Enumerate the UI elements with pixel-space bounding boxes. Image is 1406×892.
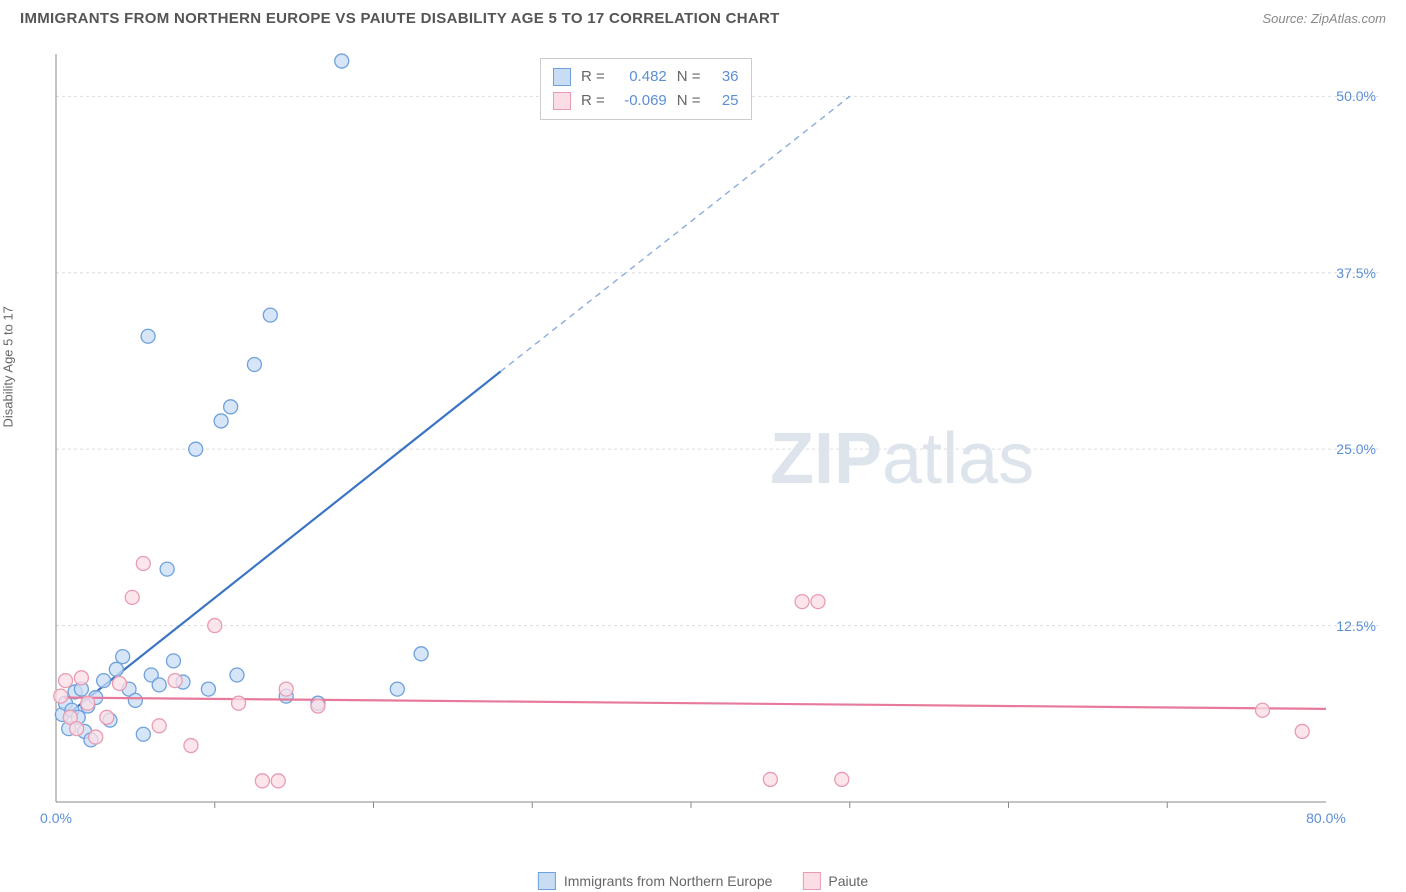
y-tick-label: 37.5% <box>1336 265 1376 281</box>
legend-swatch <box>538 872 556 890</box>
legend-label: Immigrants from Northern Europe <box>564 873 773 889</box>
r-label: R = <box>581 65 605 89</box>
legend-swatch <box>553 92 571 110</box>
stats-legend-row: R = 0.482 N = 36 <box>553 65 739 89</box>
bottom-legend: Immigrants from Northern Europe Paiute <box>538 872 868 890</box>
y-tick-label: 50.0% <box>1336 88 1376 104</box>
legend-swatch <box>802 872 820 890</box>
r-value: 0.482 <box>615 65 667 89</box>
n-value: 25 <box>711 89 739 113</box>
y-tick-label: 12.5% <box>1336 618 1376 634</box>
bottom-legend-item: Paiute <box>802 872 868 890</box>
scatter-plot-svg <box>50 48 1386 828</box>
legend-label: Paiute <box>828 873 868 889</box>
r-value: -0.069 <box>615 89 667 113</box>
r-label: R = <box>581 89 605 113</box>
y-axis-label: Disability Age 5 to 17 <box>1 306 16 427</box>
header: IMMIGRANTS FROM NORTHERN EUROPE VS PAIUT… <box>0 0 1406 35</box>
chart-title: IMMIGRANTS FROM NORTHERN EUROPE VS PAIUT… <box>20 10 780 27</box>
n-value: 36 <box>711 65 739 89</box>
chart-plot-area: ZIPatlas R =0.482N =36R =-0.069N =25 12.… <box>50 48 1386 828</box>
n-label: N = <box>677 65 701 89</box>
bottom-legend-item: Immigrants from Northern Europe <box>538 872 773 890</box>
x-tick-label: 0.0% <box>40 810 72 826</box>
n-label: N = <box>677 89 701 113</box>
source-attribution: Source: ZipAtlas.com <box>1262 11 1386 26</box>
x-tick-label: 80.0% <box>1306 810 1346 826</box>
stats-legend-row: R = -0.069 N = 25 <box>553 89 739 113</box>
legend-swatch <box>553 68 571 86</box>
stats-legend: R = 0.482 N = 36 R = -0.069 N = 25 <box>540 58 752 120</box>
y-tick-label: 25.0% <box>1336 441 1376 457</box>
